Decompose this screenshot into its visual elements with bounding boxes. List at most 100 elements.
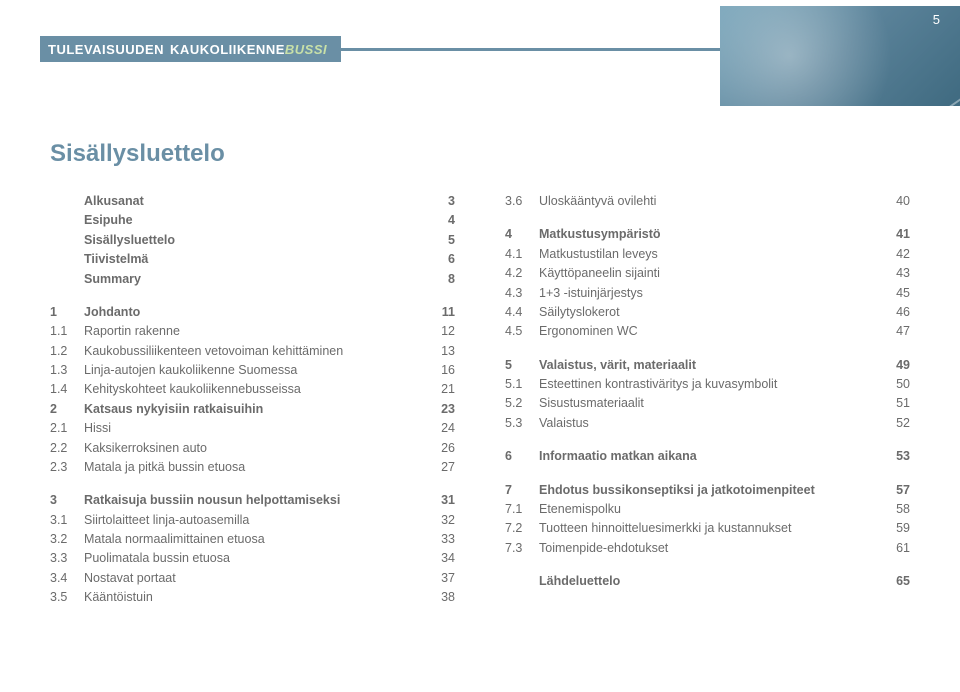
toc-number: 7.2: [505, 519, 539, 538]
toc-column-right: 3.6Uloskääntyvä ovilehti40 4Matkustusympä…: [505, 192, 910, 608]
toc-row: 2.3Matala ja pitkä bussin etuosa27: [50, 458, 455, 477]
toc-page: 37: [429, 569, 455, 588]
toc-row: 3.6Uloskääntyvä ovilehti40: [505, 192, 910, 211]
toc-row: 2Katsaus nykyisiin ratkaisuihin23: [50, 400, 455, 419]
toc-page: 59: [884, 519, 910, 538]
toc-row: 7.3Toimenpide-ehdotukset61: [505, 539, 910, 558]
toc-page: 3: [429, 192, 455, 211]
toc-row: Esipuhe4: [50, 211, 455, 230]
toc-label: Ergonominen WC: [539, 322, 884, 341]
toc-number: 5: [505, 356, 539, 375]
toc-row: 1.2Kaukobussiliikenteen vetovoiman kehit…: [50, 342, 455, 361]
toc-gap: [505, 433, 910, 447]
toc-row: Sisällysluettelo5: [50, 231, 455, 250]
toc-page: 13: [429, 342, 455, 361]
toc-number: 4.1: [505, 245, 539, 264]
toc-page: 42: [884, 245, 910, 264]
toc-number: 4: [505, 225, 539, 244]
toc-page: 45: [884, 284, 910, 303]
toc-row: 4.5Ergonominen WC47: [505, 322, 910, 341]
toc-row: 4Matkustusympäristö41: [505, 225, 910, 244]
toc-column-left: Alkusanat3Esipuhe4Sisällysluettelo5Tiivi…: [50, 192, 455, 608]
toc-number: 6: [505, 447, 539, 466]
toc-number: 3.6: [505, 192, 539, 211]
toc-label: Siirtolaitteet linja-autoasemilla: [84, 511, 429, 530]
toc-page: 16: [429, 361, 455, 380]
toc-page: 38: [429, 588, 455, 607]
toc-row: 4.1Matkustustilan leveys42: [505, 245, 910, 264]
toc-number: 3.5: [50, 588, 84, 607]
toc-row: 3.3Puolimatala bussin etuosa34: [50, 549, 455, 568]
toc-row: 1Johdanto11: [50, 303, 455, 322]
toc-number: 3.3: [50, 549, 84, 568]
toc-label: Valaistus: [539, 414, 884, 433]
toc-number: 5.3: [505, 414, 539, 433]
toc-row: 4.4Säilytyslokerot46: [505, 303, 910, 322]
toc-number: 5.2: [505, 394, 539, 413]
toc-row: 6Informaatio matkan aikana53: [505, 447, 910, 466]
header-image: 5: [720, 6, 960, 106]
toc-page: 21: [429, 380, 455, 399]
toc-number: 7: [505, 481, 539, 500]
toc-row: 3.4Nostavat portaat37: [50, 569, 455, 588]
toc-label: Tiivistelmä: [84, 250, 429, 269]
toc-gap: [505, 211, 910, 225]
toc-number: 4.4: [505, 303, 539, 322]
toc-label: Toimenpide-ehdotukset: [539, 539, 884, 558]
toc-label: Matala ja pitkä bussin etuosa: [84, 458, 429, 477]
header-word3: BUSSI: [285, 42, 327, 57]
toc-row: 7Ehdotus bussikonseptiksi ja jatkotoimen…: [505, 481, 910, 500]
toc-gap: [505, 467, 910, 481]
toc-row: Lähdeluettelo65: [505, 572, 910, 591]
toc-number: 4.5: [505, 322, 539, 341]
toc-gap: [50, 477, 455, 491]
toc-page: 46: [884, 303, 910, 322]
toc-page: 8: [429, 270, 455, 289]
page-number: 5: [933, 12, 940, 27]
toc-label: Hissi: [84, 419, 429, 438]
toc-number: [50, 270, 84, 289]
toc-row: 3.1Siirtolaitteet linja-autoasemilla32: [50, 511, 455, 530]
toc-number: [505, 572, 539, 591]
toc-row: 5Valaistus, värit, materiaalit49: [505, 356, 910, 375]
toc-row: 1.1Raportin rakenne12: [50, 322, 455, 341]
toc-row: 7.1Etenemispolku58: [505, 500, 910, 519]
toc-number: 3.2: [50, 530, 84, 549]
toc-row: Tiivistelmä6: [50, 250, 455, 269]
toc-page: 58: [884, 500, 910, 519]
toc-page: 40: [884, 192, 910, 211]
toc-number: 1.1: [50, 322, 84, 341]
toc-label: Kaukobussiliikenteen vetovoiman kehittäm…: [84, 342, 429, 361]
toc-number: 1.2: [50, 342, 84, 361]
toc-label: Esipuhe: [84, 211, 429, 230]
toc-number: [50, 192, 84, 211]
toc-number: 5.1: [505, 375, 539, 394]
toc-number: [50, 250, 84, 269]
toc-row: 2.2Kaksikerroksinen auto26: [50, 439, 455, 458]
toc-row: 1.3Linja-autojen kaukoliikenne Suomessa1…: [50, 361, 455, 380]
toc-row: Alkusanat3: [50, 192, 455, 211]
toc-number: 3.1: [50, 511, 84, 530]
toc-label: Katsaus nykyisiin ratkaisuihin: [84, 400, 429, 419]
toc-number: 2.3: [50, 458, 84, 477]
toc-number: 1: [50, 303, 84, 322]
toc-page: 52: [884, 414, 910, 433]
toc-label: Alkusanat: [84, 192, 429, 211]
toc-label: Esteettinen kontrastiväritys ja kuvasymb…: [539, 375, 884, 394]
toc-number: 4.2: [505, 264, 539, 283]
toc-label: 1+3 -istuinjärjestys: [539, 284, 884, 303]
toc-page: 32: [429, 511, 455, 530]
toc-number: 3: [50, 491, 84, 510]
toc-row: 5.1Esteettinen kontrastiväritys ja kuvas…: [505, 375, 910, 394]
toc-gap: [505, 558, 910, 572]
toc-page: 61: [884, 539, 910, 558]
toc-number: [50, 231, 84, 250]
toc-label: Käyttöpaneelin sijainti: [539, 264, 884, 283]
toc-page: 12: [429, 322, 455, 341]
toc-label: Tuotteen hinnoitteluesimerkki ja kustann…: [539, 519, 884, 538]
toc-label: Sisällysluettelo: [84, 231, 429, 250]
toc-page: 31: [429, 491, 455, 510]
toc-columns: Alkusanat3Esipuhe4Sisällysluettelo5Tiivi…: [50, 192, 910, 608]
toc-number: 3.4: [50, 569, 84, 588]
toc-gap: [50, 289, 455, 303]
